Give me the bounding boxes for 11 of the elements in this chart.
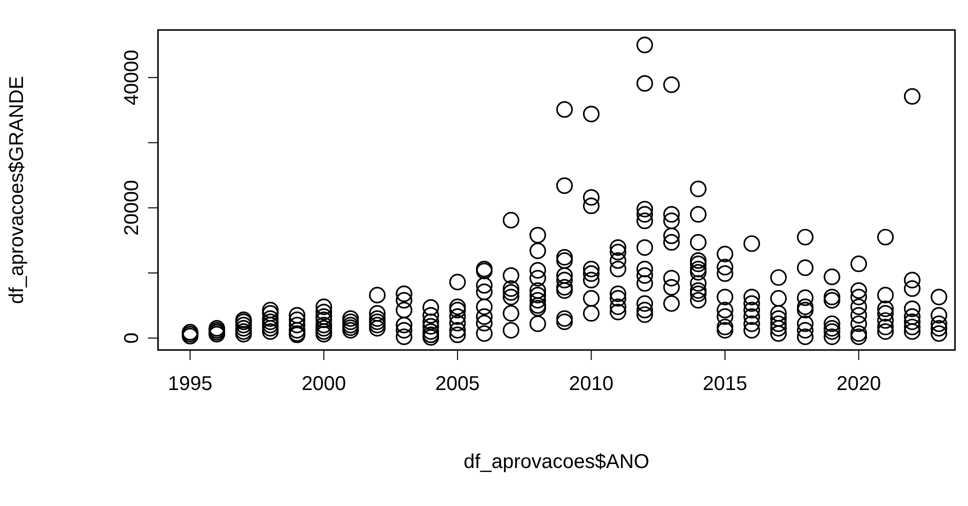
x-tick-label: 2000 bbox=[302, 373, 346, 395]
x-tick-label: 2005 bbox=[435, 373, 480, 395]
x-tick-label: 2020 bbox=[836, 373, 881, 395]
x-tick-label: 2010 bbox=[569, 373, 614, 395]
y-tick-label: 20000 bbox=[121, 180, 143, 236]
x-tick-label: 2015 bbox=[702, 373, 748, 395]
y-axis-title: df_aprovacoes$GRANDE bbox=[6, 76, 28, 304]
x-axis-title: df_aprovacoes$ANO bbox=[464, 451, 650, 473]
y-tick-label: 40000 bbox=[121, 50, 143, 106]
y-tick-label: 0 bbox=[121, 332, 143, 344]
x-tick-label: 1995 bbox=[168, 373, 212, 395]
